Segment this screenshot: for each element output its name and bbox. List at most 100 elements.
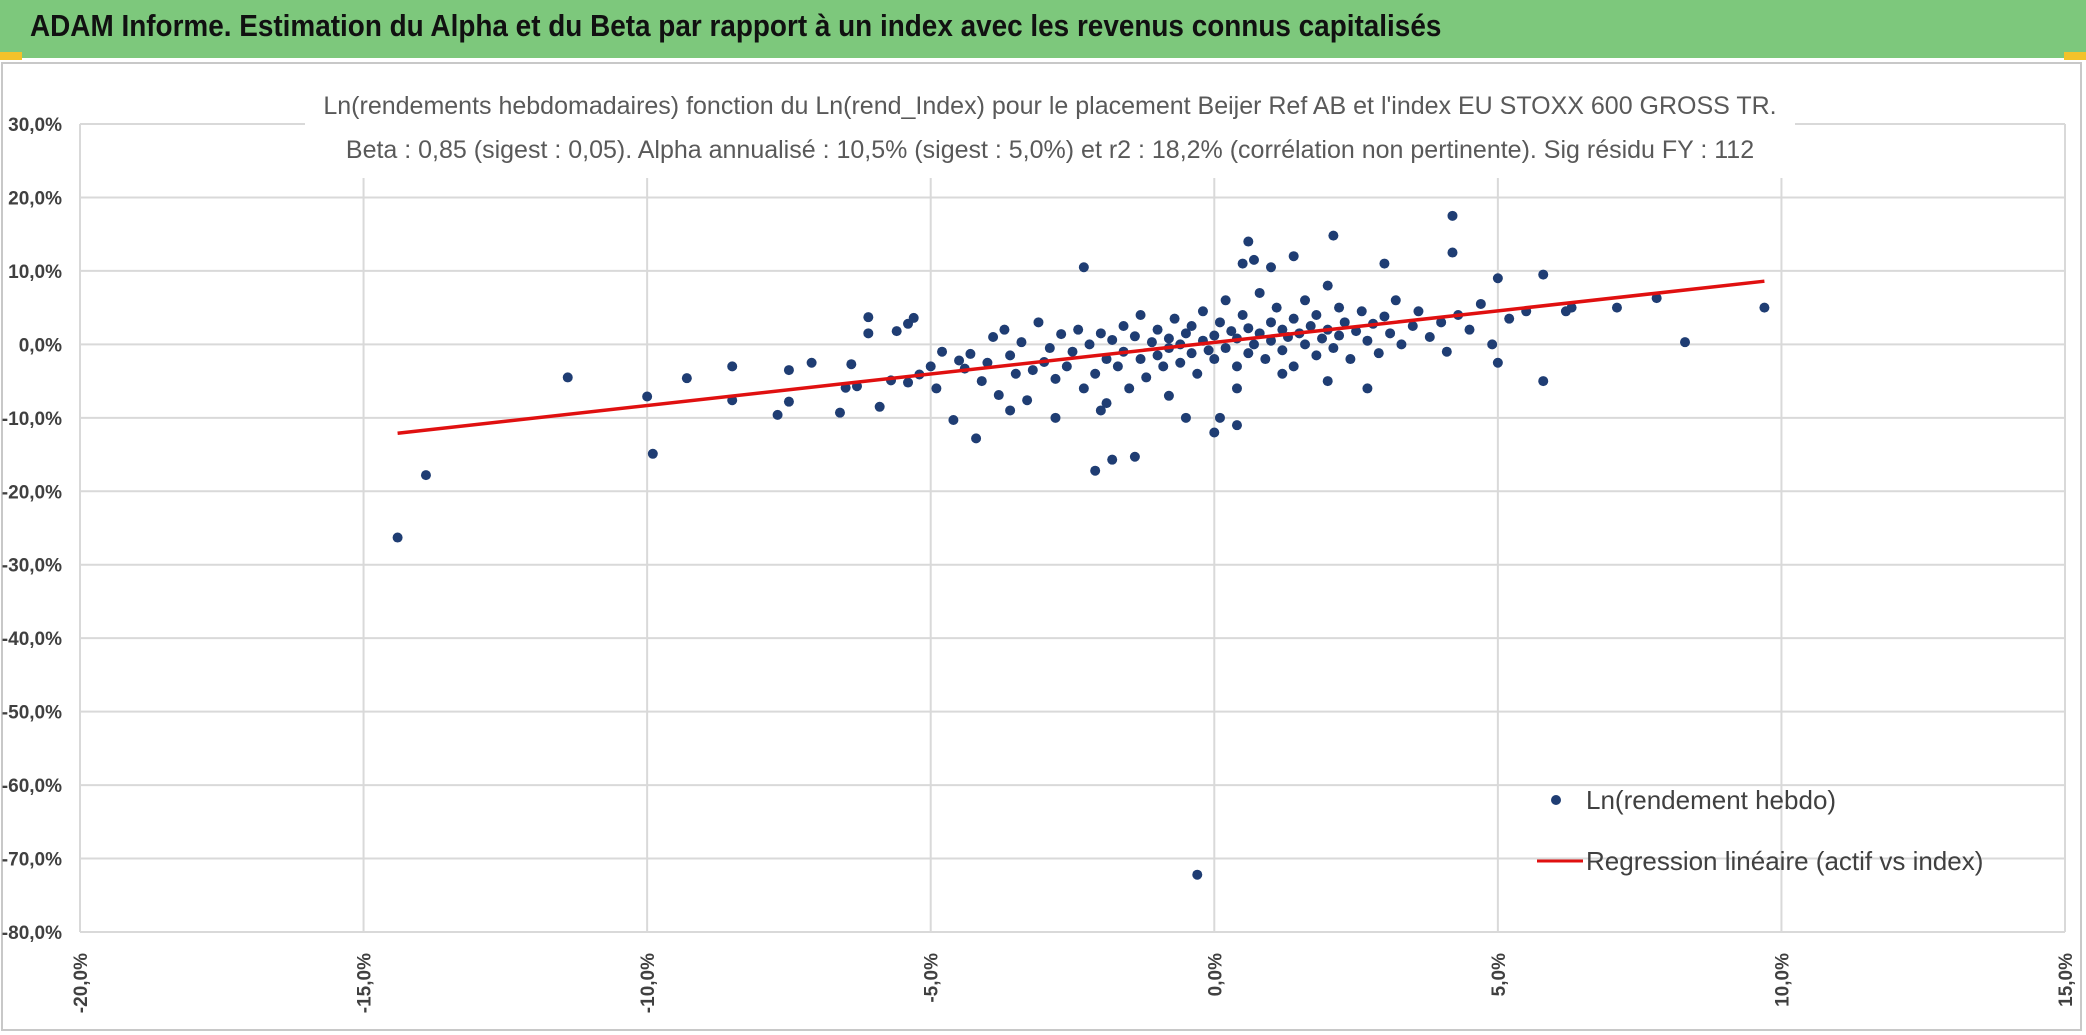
data-point	[1288, 361, 1299, 372]
data-point	[1146, 337, 1157, 348]
data-point	[1061, 361, 1072, 372]
data-point	[420, 470, 431, 481]
data-point	[806, 357, 817, 368]
data-point	[1158, 361, 1169, 372]
data-point	[1260, 354, 1271, 365]
data-point	[1056, 329, 1067, 340]
grid-layer	[79, 123, 2066, 933]
data-point	[1271, 302, 1282, 313]
data-point	[1464, 324, 1475, 335]
data-point	[1073, 324, 1084, 335]
data-point	[681, 373, 692, 384]
data-point	[1090, 368, 1101, 379]
data-point	[931, 383, 942, 394]
data-point	[1084, 339, 1095, 350]
data-point	[1447, 210, 1458, 221]
data-point	[1305, 321, 1316, 331]
y-axis-ticks: 30,0% 20,0% 10,0% 0,0% -10,0% -20,0% -30,0% -40…	[2, 115, 62, 944]
data-point	[1186, 348, 1197, 359]
x-axis-ticks: -20,0% -15,0% -10,0% -5,0% 0,0% 5,0% 10,0% 15,0…	[71, 953, 2077, 1013]
data-point	[1288, 313, 1299, 324]
data-point	[1407, 321, 1418, 331]
data-point	[1078, 262, 1089, 273]
data-point	[1118, 321, 1129, 331]
data-point	[1050, 373, 1061, 384]
data-point	[1101, 398, 1112, 409]
data-point	[1379, 311, 1390, 322]
data-point	[1044, 343, 1055, 354]
data-point	[1362, 335, 1373, 346]
data-point	[1237, 258, 1248, 269]
data-point	[1209, 354, 1220, 365]
data-point	[1311, 309, 1322, 320]
data-point	[1152, 324, 1163, 335]
x-tick-label: -10,0%	[638, 953, 659, 1013]
y-tick-label: 10,0%	[8, 262, 62, 283]
chart-subtitle: Beta : 0,85 (sigest : 0,05). Alpha annua…	[346, 136, 1754, 164]
data-point	[971, 433, 982, 444]
data-point	[954, 355, 965, 366]
data-point	[1067, 346, 1078, 357]
data-point	[948, 415, 959, 426]
data-point	[1203, 345, 1214, 356]
x-tick-label: -5,0%	[922, 953, 943, 1003]
data-point	[1192, 368, 1203, 379]
data-point	[1090, 465, 1101, 476]
data-point	[937, 346, 948, 357]
data-point	[925, 361, 936, 372]
data-point	[1243, 348, 1254, 359]
data-point	[1475, 298, 1486, 309]
data-point	[562, 372, 573, 383]
data-point	[1334, 330, 1345, 341]
data-point	[1266, 317, 1276, 328]
data-point	[1231, 361, 1242, 372]
data-point	[1005, 350, 1016, 361]
data-point	[1254, 287, 1265, 298]
x-tick-label: -20,0%	[71, 953, 92, 1013]
data-point	[1538, 376, 1549, 387]
x-tick-label: -15,0%	[355, 953, 376, 1013]
data-point	[1322, 376, 1333, 387]
data-point	[1248, 254, 1259, 265]
data-point	[1243, 323, 1254, 334]
data-point	[1209, 330, 1220, 341]
data-point	[1538, 269, 1549, 280]
data-point	[1680, 337, 1691, 348]
y-tick-label: -40,0%	[2, 629, 62, 650]
x-tick-label: 10,0%	[1772, 953, 1793, 1007]
title-background	[305, 84, 1795, 178]
data-point	[1317, 333, 1328, 344]
data-point	[1487, 339, 1498, 350]
data-point	[1413, 306, 1424, 317]
x-tick-label: 0,0%	[1205, 953, 1226, 996]
points-layer	[392, 210, 1770, 880]
legend-label-regression: Regression linéaire (actif vs index)	[1586, 846, 1983, 876]
data-point	[1385, 328, 1396, 339]
data-point	[1266, 262, 1276, 273]
data-point	[1050, 412, 1061, 423]
data-point	[976, 376, 987, 387]
x-tick-label: 5,0%	[1489, 953, 1510, 996]
x-tick-label: 15,0%	[2056, 953, 2077, 1007]
data-point	[1107, 454, 1118, 465]
y-tick-label: -60,0%	[2, 776, 62, 797]
data-point	[1379, 258, 1390, 269]
y-tick-label: -10,0%	[2, 409, 62, 430]
regression-line	[397, 279, 1765, 435]
data-point	[1220, 295, 1231, 306]
data-point	[1107, 334, 1118, 345]
data-point	[1022, 395, 1033, 406]
data-point	[1492, 357, 1503, 368]
data-point	[1152, 350, 1163, 361]
data-point	[1288, 251, 1299, 262]
data-point	[1328, 230, 1339, 241]
data-point	[1277, 324, 1288, 335]
data-point	[1214, 317, 1225, 328]
data-point	[647, 448, 658, 459]
data-point	[982, 357, 993, 368]
y-tick-label: -20,0%	[2, 482, 62, 503]
data-point	[1396, 339, 1407, 350]
data-point	[1362, 383, 1373, 394]
data-point	[783, 365, 794, 376]
data-point	[1226, 326, 1237, 337]
